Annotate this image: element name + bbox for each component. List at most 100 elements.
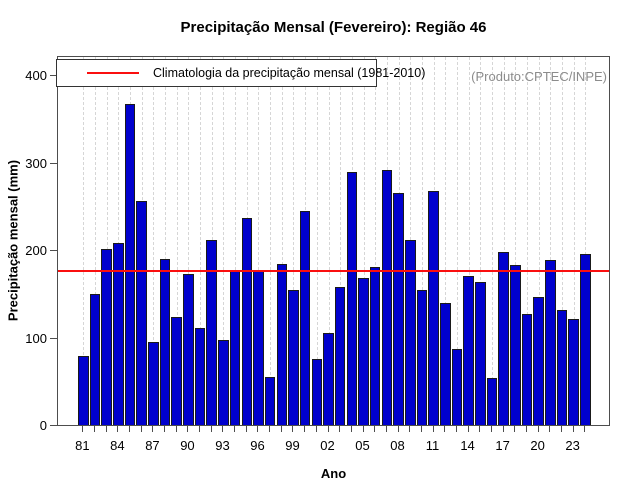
y-tick	[50, 337, 57, 339]
y-tick	[50, 250, 57, 251]
x-tick-label: 23	[565, 438, 580, 453]
chart-title: Precipitação Mensal (Fevereiro): Região …	[180, 19, 487, 36]
gridline	[200, 57, 202, 425]
bar-86	[136, 201, 148, 425]
bar-21	[544, 259, 556, 425]
x-tick	[502, 426, 504, 432]
x-tick	[584, 426, 586, 432]
x-tick-label: 17	[495, 438, 510, 453]
bar-96	[253, 270, 264, 425]
gridline	[176, 57, 178, 425]
gridline	[118, 57, 120, 425]
gridline	[153, 57, 155, 425]
bar-15	[474, 282, 486, 425]
x-tick	[199, 426, 201, 432]
bar-89	[171, 317, 183, 425]
plot-area	[57, 56, 610, 426]
x-tick	[304, 426, 306, 432]
gridline	[550, 57, 552, 425]
gridline	[503, 57, 505, 425]
x-tick-label: 02	[320, 438, 335, 453]
gridline	[491, 57, 493, 425]
bar-94	[229, 270, 241, 425]
bar-13	[451, 348, 463, 425]
bar-09	[404, 240, 416, 425]
gridline	[270, 57, 272, 425]
x-tick	[420, 426, 422, 432]
x-tick	[175, 426, 177, 432]
bar-05	[358, 278, 369, 425]
bar-14	[463, 276, 474, 425]
bar-03	[334, 286, 346, 425]
x-tick	[82, 426, 84, 432]
x-tick	[490, 426, 492, 432]
x-tick	[525, 426, 527, 432]
bar-88	[159, 258, 171, 425]
gridline	[515, 57, 517, 425]
gridline	[95, 57, 97, 425]
x-tick	[280, 426, 282, 432]
legend-box: Climatologia da precipitação mensal (198…	[56, 59, 425, 87]
x-tick-label: 96	[250, 438, 265, 453]
gridline	[468, 57, 470, 425]
x-tick	[514, 426, 516, 432]
bar-19	[521, 313, 533, 425]
product-watermark: (Produto:CPTEC/INPE)	[471, 69, 607, 84]
x-tick	[140, 426, 142, 432]
x-tick	[385, 426, 387, 432]
x-tick	[467, 426, 469, 432]
x-tick	[362, 426, 364, 432]
x-tick	[94, 426, 96, 432]
x-tick	[152, 426, 154, 432]
x-tick-label: 20	[530, 438, 545, 453]
y-tick-label: 100	[25, 330, 47, 346]
x-tick	[117, 426, 119, 432]
x-tick	[409, 426, 411, 432]
x-tick	[315, 426, 317, 432]
x-tick	[234, 426, 236, 432]
bar-93	[218, 340, 229, 425]
bar-90	[183, 273, 194, 425]
x-tick	[210, 426, 212, 432]
bar-91	[194, 327, 206, 425]
gridline	[83, 57, 85, 425]
bar-81	[78, 355, 89, 425]
legend-line-sample	[87, 72, 139, 74]
bar-02	[323, 333, 334, 425]
x-tick	[397, 426, 399, 432]
gridline	[526, 57, 528, 425]
x-tick-label: 87	[145, 438, 160, 453]
x-tick	[164, 426, 166, 432]
x-tick	[350, 426, 352, 432]
gridline	[188, 57, 190, 425]
bar-08	[393, 193, 404, 425]
y-tick-label: 300	[25, 155, 47, 171]
bar-98	[276, 264, 288, 425]
gridline	[293, 57, 295, 425]
x-tick	[257, 426, 259, 432]
bar-92	[206, 240, 218, 425]
gridline	[235, 57, 237, 425]
x-tick-label: 84	[110, 438, 125, 453]
x-tick	[560, 426, 562, 432]
bar-07	[381, 169, 393, 425]
gridline	[363, 57, 365, 425]
x-tick-label: 90	[180, 438, 195, 453]
x-tick	[327, 426, 329, 432]
gridline	[561, 57, 563, 425]
x-tick-label: 81	[75, 438, 90, 453]
bar-95	[241, 217, 253, 425]
gridline	[106, 57, 108, 425]
x-tick	[549, 426, 551, 432]
x-tick-label: 08	[390, 438, 405, 453]
gridline	[316, 57, 318, 425]
bar-24	[579, 254, 591, 425]
gridline	[573, 57, 575, 425]
bar-20	[533, 297, 544, 425]
bar-18	[509, 264, 521, 425]
x-tick	[129, 426, 131, 432]
x-tick	[269, 426, 271, 432]
gridline	[375, 57, 377, 425]
x-tick-label: 99	[285, 438, 300, 453]
gridline	[165, 57, 167, 425]
